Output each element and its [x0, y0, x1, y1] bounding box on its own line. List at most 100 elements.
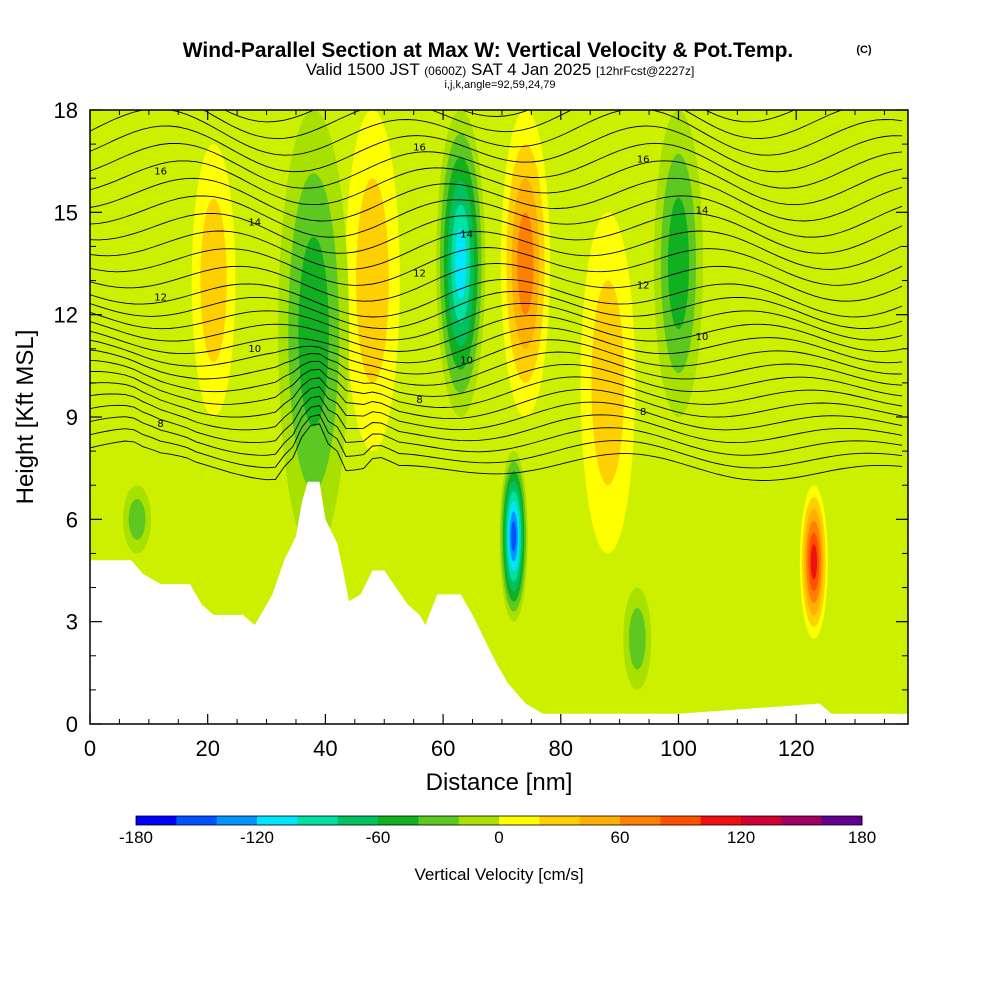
- contour-labels: 8 8 8 10 10 10 12 12 12 14 14 14 16 16 16: [154, 143, 708, 430]
- x-tick-label: 0: [84, 736, 96, 761]
- colorbar-swatch: [620, 816, 661, 825]
- contour-label: 12: [637, 281, 650, 292]
- contour-label: 10: [460, 356, 473, 367]
- updraft-core: [345, 110, 400, 452]
- isentrope-line: [90, 404, 903, 456]
- contour-label: 12: [413, 269, 426, 280]
- core-level: [511, 521, 517, 552]
- colorbar-swatch: [579, 816, 621, 825]
- downdraft-core: [123, 485, 152, 554]
- core-level: [810, 544, 818, 580]
- colorbar-tick-label: 120: [727, 828, 755, 847]
- contour-label: 14: [696, 206, 709, 217]
- core-level: [517, 212, 534, 315]
- isentrope-line: [90, 414, 903, 469]
- subtitle-utc: (0600Z): [424, 64, 466, 78]
- isentrope-line: [90, 278, 903, 318]
- isentrope-line: [90, 142, 903, 189]
- axes: 0 20 40 60 80 100 120 0 3 6 9 12 15 18: [54, 98, 908, 761]
- subtitle-date: SAT 4 Jan 2025: [471, 60, 591, 79]
- colorbar-swatch: [741, 816, 782, 825]
- downdraft-core: [499, 451, 528, 622]
- y-tick-label: 0: [66, 712, 78, 737]
- x-tick-label: 80: [549, 736, 573, 761]
- isentrope-line: [90, 0, 902, 41]
- core-level: [628, 608, 646, 670]
- colorbar-swatch: [378, 816, 419, 825]
- isentrope-line: [90, 262, 903, 302]
- colorbar-frame: [135, 815, 863, 826]
- isentrope-line: [90, 110, 843, 140]
- isentrope-line: [90, 177, 903, 222]
- colorbar-swatch: [136, 816, 177, 825]
- chart-subtitle: Valid 1500 JST (0600Z) SAT 4 Jan 2025 [1…: [306, 60, 695, 79]
- x-axis-label: Distance [nm]: [426, 769, 573, 796]
- downdraft-core: [653, 110, 704, 417]
- colorbar-swatch: [539, 816, 581, 825]
- updraft-core: [191, 144, 236, 418]
- isentrope-line: [90, 359, 903, 397]
- colorbar-swatch: [821, 816, 863, 825]
- isentrope-line: [90, 339, 903, 375]
- contour-label: 8: [157, 419, 163, 430]
- colorbar: -180 -120 -60 0 60 120 180: [119, 815, 876, 847]
- section-info: i,j,k,angle=92,59,24,79: [444, 79, 555, 91]
- isentropes: [90, 0, 903, 481]
- title-mark: (C): [856, 44, 872, 56]
- isentrope-line: [90, 302, 903, 341]
- isentrope-line: [90, 160, 903, 206]
- colorbar-swatch: [700, 816, 742, 825]
- colorbar-tick-label: -60: [366, 828, 391, 847]
- colorbar-swatch: [499, 816, 540, 825]
- colorbar-swatch: [297, 816, 339, 825]
- plot-area: 8 8 8 10 10 10 12 12 12 14 14 14 16 16 16: [90, 0, 908, 724]
- y-tick-label: 6: [66, 507, 78, 532]
- colorbar-tick-label: 0: [494, 828, 503, 847]
- colorbar-tick-label: -120: [240, 828, 274, 847]
- contour-label: 14: [248, 218, 261, 229]
- updraft-core: [580, 212, 636, 554]
- x-tick-label: 60: [431, 736, 455, 761]
- colorbar-swatch: [337, 816, 379, 825]
- y-tick-label: 18: [54, 98, 78, 123]
- subtitle-forecast: [12hrFcst@2227z]: [596, 64, 694, 78]
- isentrope-line: [90, 195, 903, 238]
- contour-label: 16: [637, 154, 650, 165]
- x-tick-label: 40: [313, 736, 337, 761]
- contour-label: 12: [154, 293, 167, 304]
- colorbar-label: Vertical Velocity [cm/s]: [414, 865, 583, 884]
- contour-label: 8: [640, 407, 646, 418]
- contour-label: 8: [416, 395, 422, 406]
- updraft-core: [500, 110, 551, 417]
- colorbar-swatch: [458, 816, 500, 825]
- y-tick-label: 9: [66, 405, 78, 430]
- isentrope-line: [90, 125, 903, 173]
- updraft-core: [799, 485, 828, 639]
- core-level: [455, 228, 467, 299]
- colorbar-tick-label: 60: [611, 828, 630, 847]
- colorbar-tick-label: 180: [848, 828, 876, 847]
- downdraft-core: [623, 587, 652, 690]
- colorbar-swatch: [176, 816, 218, 825]
- colorbar-swatch: [660, 816, 702, 825]
- core-level: [667, 197, 690, 330]
- core-level: [128, 498, 146, 540]
- core-level: [591, 280, 625, 486]
- isentrope-line: [90, 290, 903, 330]
- isentrope-line: [90, 395, 903, 444]
- colorbar-swatch: [216, 816, 258, 825]
- contour-label: 16: [154, 166, 167, 177]
- colorbar-swatch: [781, 816, 823, 825]
- isentrope-line: [90, 212, 903, 254]
- contour-label: 10: [696, 332, 709, 343]
- isentrope-line: [90, 368, 903, 408]
- contour-label: 16: [413, 143, 426, 154]
- y-axis-label: Height [Kft MSL]: [12, 330, 39, 505]
- isentrope-line: [90, 386, 903, 431]
- terrain: [90, 481, 908, 724]
- isentrope-line: [90, 327, 903, 364]
- subtitle-valid: Valid 1500 JST: [306, 60, 420, 79]
- x-tick-label: 20: [195, 736, 219, 761]
- x-tick-label: 120: [778, 736, 815, 761]
